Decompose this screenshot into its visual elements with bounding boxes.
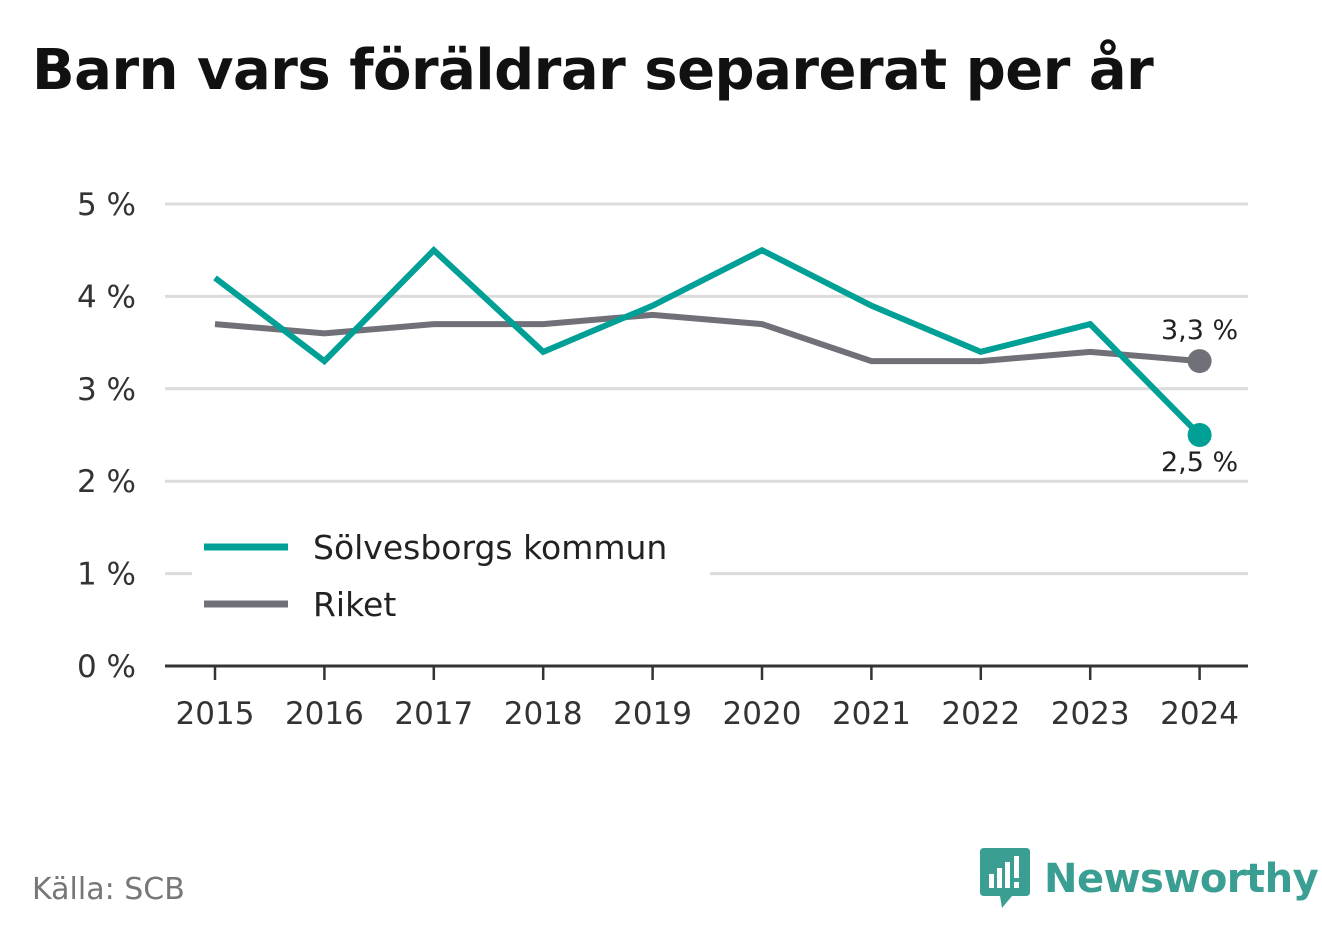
x-tick-label-2016: 2016 [285, 696, 364, 732]
x-tick-label-2018: 2018 [504, 696, 583, 732]
x-tick-label-2022: 2022 [941, 696, 1020, 732]
x-axis: 2015 2016 2017 2018 2019 2020 2021 2022 2023 2024 [165, 664, 1248, 732]
grid-lines [165, 202, 1248, 576]
line-chart: 0 %1 %2 %3 %4 %5 % 2015 2016 2017 2018 2019 2… [77, 187, 1248, 732]
brand-name: Newsworthy [1044, 856, 1319, 902]
y-tick-label-0: 0 % [77, 649, 136, 685]
series-end-label-1: 3,3 % [1161, 315, 1238, 346]
y-tick-label-1: 1 % [77, 557, 136, 593]
x-tick-label-2015: 2015 [176, 696, 255, 732]
chart-title: Barn vars föräldrar separerat per år [32, 38, 1154, 103]
y-tick-label-4: 4 % [77, 279, 136, 315]
x-tick-label-2020: 2020 [723, 696, 802, 732]
y-axis-ticks: 0 % 1 % 2 % 3 % 4 % 5 % [77, 187, 136, 685]
legend-background [192, 520, 710, 636]
y-tick-label-2: 2 % [77, 464, 136, 500]
series-line-0 [213, 246, 1202, 438]
newsworthy-logo-icon [980, 848, 1030, 908]
x-tick-label-2023: 2023 [1051, 696, 1130, 732]
legend: Sölvesborgs kommun Riket [192, 520, 710, 636]
x-tick-label-2017: 2017 [394, 696, 473, 732]
series-end-point-1 [1187, 349, 1212, 374]
series-line-1 [214, 311, 1200, 365]
x-tick-label-2021: 2021 [832, 696, 911, 732]
series-end-point-0 [1187, 423, 1212, 447]
y-tick-label-5: 5 % [77, 187, 136, 223]
x-tick-label-2024: 2024 [1160, 696, 1239, 732]
source-note: Källa: SCB [32, 872, 185, 907]
series-end-label-0: 2,5 % [1161, 447, 1238, 478]
x-tick-label-2019: 2019 [613, 696, 692, 732]
legend-label-1: Riket [313, 585, 396, 624]
brand: Newsworthy [980, 848, 1319, 910]
series-lines: 2,5 % 3,3 % [213, 246, 1241, 481]
legend-label-0: Sölvesborgs kommun [313, 528, 667, 567]
y-tick-label-3: 3 % [77, 372, 136, 408]
